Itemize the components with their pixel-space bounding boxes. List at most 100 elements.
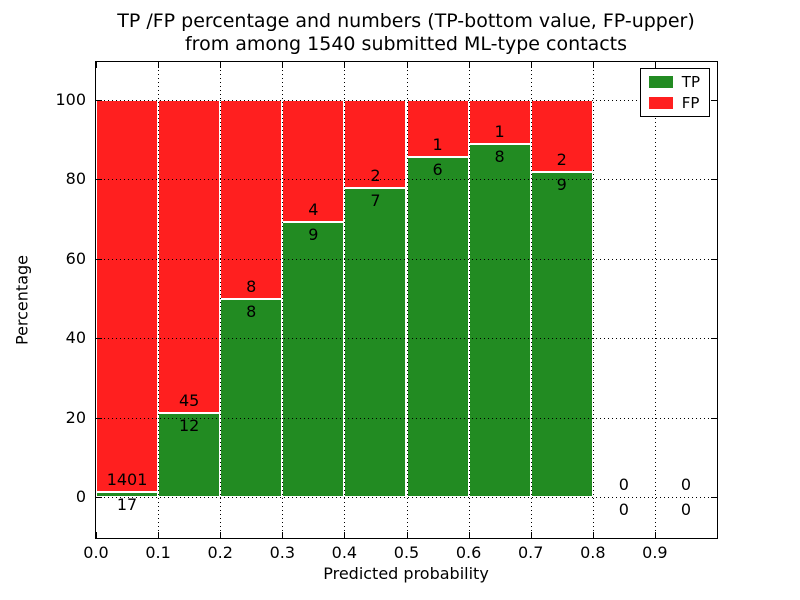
grid-line-vertical xyxy=(220,62,222,538)
x-tick-mark xyxy=(530,532,532,538)
x-tick-mark-top xyxy=(654,62,656,68)
y-tick-mark-right xyxy=(711,100,717,101)
legend-entry-fp: FP xyxy=(648,94,700,112)
y-tick-mark xyxy=(96,100,102,101)
x-tick-label: 0.2 xyxy=(207,543,233,562)
y-tick-label: 40 xyxy=(65,328,86,348)
x-tick-mark xyxy=(592,532,594,538)
grid-line-vertical xyxy=(344,62,346,538)
grid-line-vertical xyxy=(592,62,594,538)
x-tick-mark-top xyxy=(282,62,284,68)
x-tick-label: 0.6 xyxy=(455,543,482,562)
y-tick-mark xyxy=(96,497,102,498)
bar-segment-fp xyxy=(158,100,221,414)
legend-entry-tp: TP xyxy=(648,73,700,91)
bar-segment-tp xyxy=(530,172,593,497)
fp-count-label: 0 xyxy=(680,475,692,494)
x-tick-label: 0.7 xyxy=(517,543,544,562)
fp-count-label: 8 xyxy=(246,276,257,296)
x-tick-label: 0.9 xyxy=(642,543,668,562)
legend-swatch-tp-icon xyxy=(648,76,673,88)
x-tick-mark xyxy=(468,532,470,538)
y-tick-label: 100 xyxy=(55,90,86,109)
x-tick-label: 0.0 xyxy=(83,543,109,562)
x-tick-mark-top xyxy=(96,62,97,68)
y-tick-label: 0 xyxy=(75,487,86,506)
y-tick-mark xyxy=(96,338,102,340)
x-axis-label: Predicted probability xyxy=(323,564,489,583)
bar-segment-fp xyxy=(220,100,283,299)
bar-segment-tp xyxy=(468,144,531,497)
y-tick-mark-right xyxy=(711,179,717,181)
chart-title: TP /FP percentage and numbers (TP-bottom… xyxy=(117,10,695,56)
y-tick-mark xyxy=(96,417,102,419)
y-tick-mark-right xyxy=(711,417,717,419)
fp-count-label: 1 xyxy=(432,134,443,154)
bar-segment-tp xyxy=(220,298,283,497)
grid-line-vertical xyxy=(158,62,160,538)
x-tick-mark xyxy=(654,532,656,538)
x-tick-mark xyxy=(406,532,408,538)
x-tick-mark-top xyxy=(344,62,346,68)
x-tick-mark xyxy=(96,532,97,538)
x-tick-mark xyxy=(220,532,222,538)
legend-label-fp: FP xyxy=(681,94,700,112)
x-tick-mark-top xyxy=(592,62,594,68)
tp-count-label: 8 xyxy=(494,147,505,167)
tp-count-label: 12 xyxy=(178,416,200,436)
grid-line-vertical xyxy=(282,62,284,538)
grid-line-vertical xyxy=(530,62,532,538)
x-tick-label: 0.4 xyxy=(331,543,358,562)
y-tick-mark xyxy=(96,258,102,260)
x-tick-mark xyxy=(158,532,160,538)
legend-swatch-fp-icon xyxy=(648,97,673,109)
fp-count-label: 4 xyxy=(308,200,319,220)
bar-segment-tp xyxy=(344,188,407,497)
x-tick-label: 0.5 xyxy=(393,543,420,562)
chart-title-line2: from among 1540 submitted ML-type contac… xyxy=(184,33,628,55)
x-tick-mark-top xyxy=(220,62,222,68)
x-tick-mark xyxy=(344,532,346,538)
x-tick-mark xyxy=(282,532,284,538)
bar-segment-tp xyxy=(282,222,345,497)
fp-count-label: 2 xyxy=(370,166,381,186)
legend-label-tp: TP xyxy=(681,73,700,91)
tp-count-label: 0 xyxy=(680,500,692,519)
tp-count-label: 0 xyxy=(618,500,629,519)
x-tick-label: 0.3 xyxy=(269,543,296,562)
y-tick-mark-right xyxy=(711,497,717,498)
legend: TP FP xyxy=(639,68,710,117)
tp-count-label: 17 xyxy=(116,495,138,515)
chart-title-line1: TP /FP percentage and numbers (TP-bottom… xyxy=(117,10,695,32)
y-axis-label: Percentage xyxy=(12,254,32,346)
bar-segment-fp xyxy=(406,100,469,157)
x-tick-mark-top xyxy=(530,62,532,68)
tp-count-label: 7 xyxy=(370,191,381,211)
plot-area: 1401 17 45 12 8 8 4 9 2 7 1 6 1 8 2 9 0 0 0 0 TP FP xyxy=(95,61,718,539)
grid-line-vertical xyxy=(406,62,408,538)
bar-segment-fp xyxy=(344,100,407,189)
y-tick-mark-right xyxy=(711,338,717,340)
x-tick-mark-top xyxy=(406,62,408,68)
fp-count-label: 1 xyxy=(494,122,505,142)
x-tick-mark-top xyxy=(158,62,160,68)
grid-line-vertical xyxy=(468,62,470,538)
y-tick-label: 20 xyxy=(65,407,86,427)
tp-count-label: 9 xyxy=(556,175,567,195)
bar-segment-tp xyxy=(406,156,469,497)
bar-segment-fp xyxy=(96,100,159,493)
bar-segment-tp xyxy=(96,492,159,497)
fp-count-label: 1401 xyxy=(106,470,148,490)
y-tick-mark-right xyxy=(711,258,717,260)
bar-segment-fp xyxy=(530,100,593,173)
y-tick-mark xyxy=(96,179,102,181)
x-tick-label: 0.8 xyxy=(580,543,606,562)
grid-line-vertical xyxy=(654,62,656,538)
fp-count-label: 2 xyxy=(556,150,567,170)
tp-count-label: 8 xyxy=(246,301,257,321)
bar-segment-fp xyxy=(282,100,345,223)
tp-count-label: 6 xyxy=(432,159,443,179)
tp-count-label: 9 xyxy=(308,225,319,245)
y-tick-label: 80 xyxy=(65,169,86,189)
